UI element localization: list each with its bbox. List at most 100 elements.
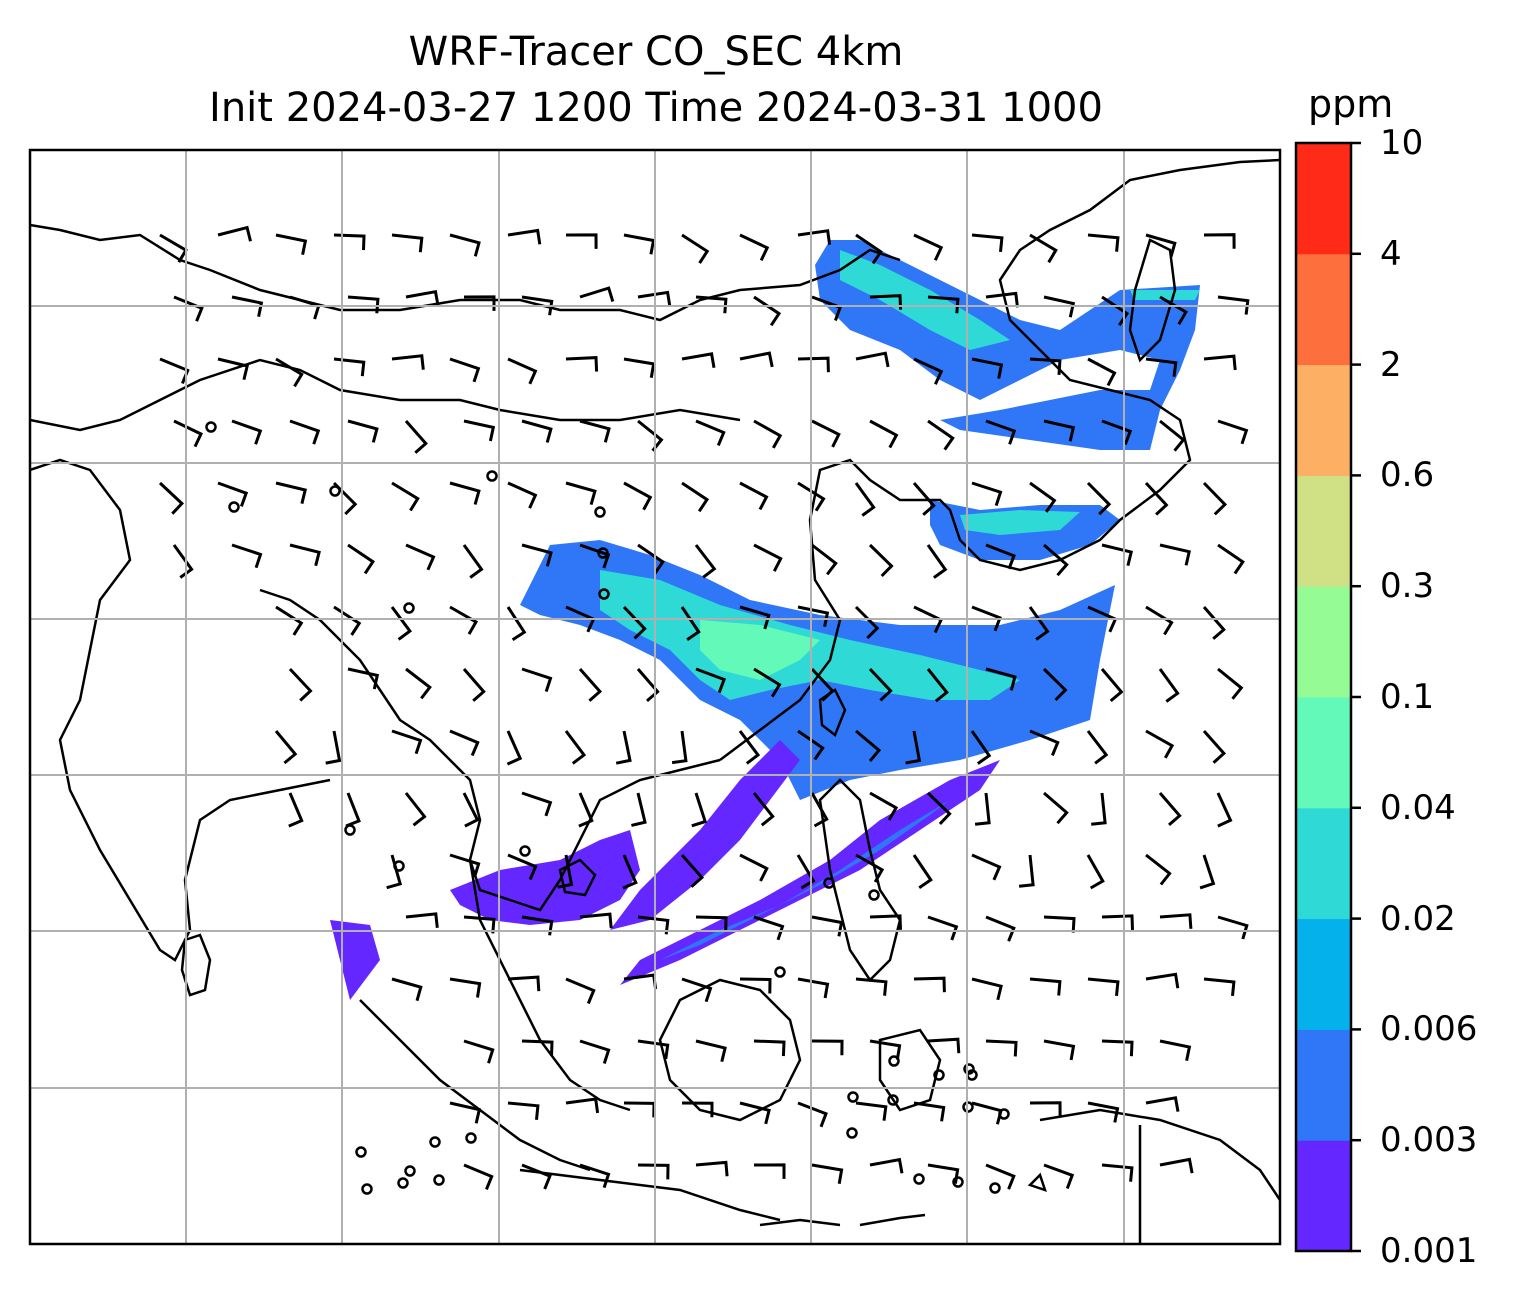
wind-barb: [521, 419, 553, 443]
wind-barb: [1202, 606, 1226, 640]
coast-malay-peninsula: [468, 859, 631, 1112]
wind-barb: [927, 915, 959, 941]
wind-barb: [681, 977, 713, 1003]
colorbar-tick-label: 0.6: [1380, 455, 1435, 496]
wind-barb: [1043, 295, 1076, 318]
colorbar-segment: [1296, 475, 1351, 587]
calm-marker: [355, 1146, 367, 1158]
colorbar-tick-label: 2: [1380, 344, 1402, 385]
wind-barb: [695, 667, 727, 694]
wind-barb: [637, 1163, 670, 1180]
wind-barb: [623, 233, 656, 255]
wind-barb: [404, 420, 428, 454]
wind-barb: [449, 977, 482, 998]
wind-barb: [1202, 730, 1227, 764]
calm-marker: [823, 877, 835, 889]
border-north: [30, 223, 901, 322]
wind-barb: [462, 668, 486, 702]
wind-barb: [463, 1039, 495, 1064]
coast-sri-lanka: [180, 933, 212, 997]
colorbar-border: [1294, 141, 1353, 1253]
wind-barb: [971, 233, 1004, 253]
map-gridlines: [30, 150, 1280, 1244]
wind-barb: [695, 295, 728, 314]
wind-barb: [1043, 1163, 1075, 1190]
wind-barb: [695, 419, 726, 446]
wind-barb: [565, 356, 599, 372]
wind-barb: [1029, 977, 1062, 996]
wind-barb: [739, 605, 771, 630]
wind-barb: [231, 419, 263, 445]
wind-barb: [926, 791, 952, 825]
wind-barb: [391, 233, 424, 253]
wind-barb: [811, 1039, 844, 1056]
wind-barb: [912, 482, 936, 516]
wind-barb: [521, 1039, 554, 1057]
wind-barb: [507, 357, 538, 385]
wind-barb: [811, 543, 838, 576]
coast-sulawesi: [878, 1028, 942, 1112]
wind-barb: [637, 915, 670, 935]
wind-barb: [622, 605, 647, 640]
wind-barb: [1101, 295, 1130, 327]
wind-barb: [974, 792, 991, 826]
wind-barb: [797, 605, 830, 628]
wind-barb: [449, 357, 481, 383]
wind-barb: [275, 233, 308, 256]
wind-barb: [927, 1037, 961, 1054]
wind-barb: [1202, 481, 1228, 516]
wind-barb: [913, 1101, 946, 1122]
calm-marker: [228, 501, 240, 513]
wind-barb: [810, 667, 835, 702]
wind-barb: [289, 295, 321, 320]
wind-barb: [869, 1039, 902, 1060]
coast-philippines: [818, 778, 902, 982]
wind-barb: [797, 977, 830, 999]
wind-barb: [506, 730, 523, 766]
coast-indochina: [259, 588, 721, 912]
wind-barb: [868, 543, 894, 578]
wind-barb: [905, 730, 922, 765]
wind-barb: [869, 1157, 904, 1174]
coast-java: [519, 1168, 781, 1222]
wind-barb: [1028, 606, 1050, 641]
wind-barb: [579, 912, 613, 929]
plume-gulf: [450, 830, 640, 925]
wind-barb: [971, 853, 1002, 881]
calm-marker: [913, 1173, 925, 1185]
wind-barb: [391, 481, 420, 512]
calm-marker: [598, 588, 610, 600]
calm-marker: [846, 1127, 858, 1139]
wind-barb: [1217, 295, 1250, 315]
wind-barb: [1029, 729, 1060, 756]
wind-barb: [462, 792, 480, 828]
calm-marker: [998, 1108, 1010, 1120]
wind-barb: [694, 544, 717, 579]
wind-barb: [325, 730, 342, 765]
wind-barb: [275, 357, 304, 388]
wind-barb: [172, 544, 194, 579]
wind-barb: [854, 605, 880, 640]
calm-marker: [393, 860, 405, 872]
coast-small-islands: [759, 1172, 1047, 1227]
wind-barb: [1203, 977, 1236, 997]
wind-barb: [970, 730, 992, 765]
calm-marker: [486, 470, 498, 482]
wind-barb: [173, 419, 203, 448]
wind-barb: [1159, 543, 1191, 566]
wind-barb: [753, 1039, 786, 1057]
wind-barb: [1043, 915, 1076, 933]
wind-barb: [1203, 354, 1237, 371]
wind-barb: [1043, 543, 1069, 577]
wind-barb: [1101, 1163, 1134, 1182]
wind-barb: [855, 233, 883, 265]
calm-marker: [433, 1174, 445, 1186]
wind-barb: [565, 233, 598, 249]
colorbar-segment: [1296, 586, 1351, 698]
wind-barb: [578, 668, 603, 702]
wind-barb: [1216, 792, 1233, 828]
wind-barb: [449, 1101, 482, 1124]
wind-barb: [854, 482, 876, 517]
colorbar-tick-label: 0.04: [1380, 787, 1456, 828]
